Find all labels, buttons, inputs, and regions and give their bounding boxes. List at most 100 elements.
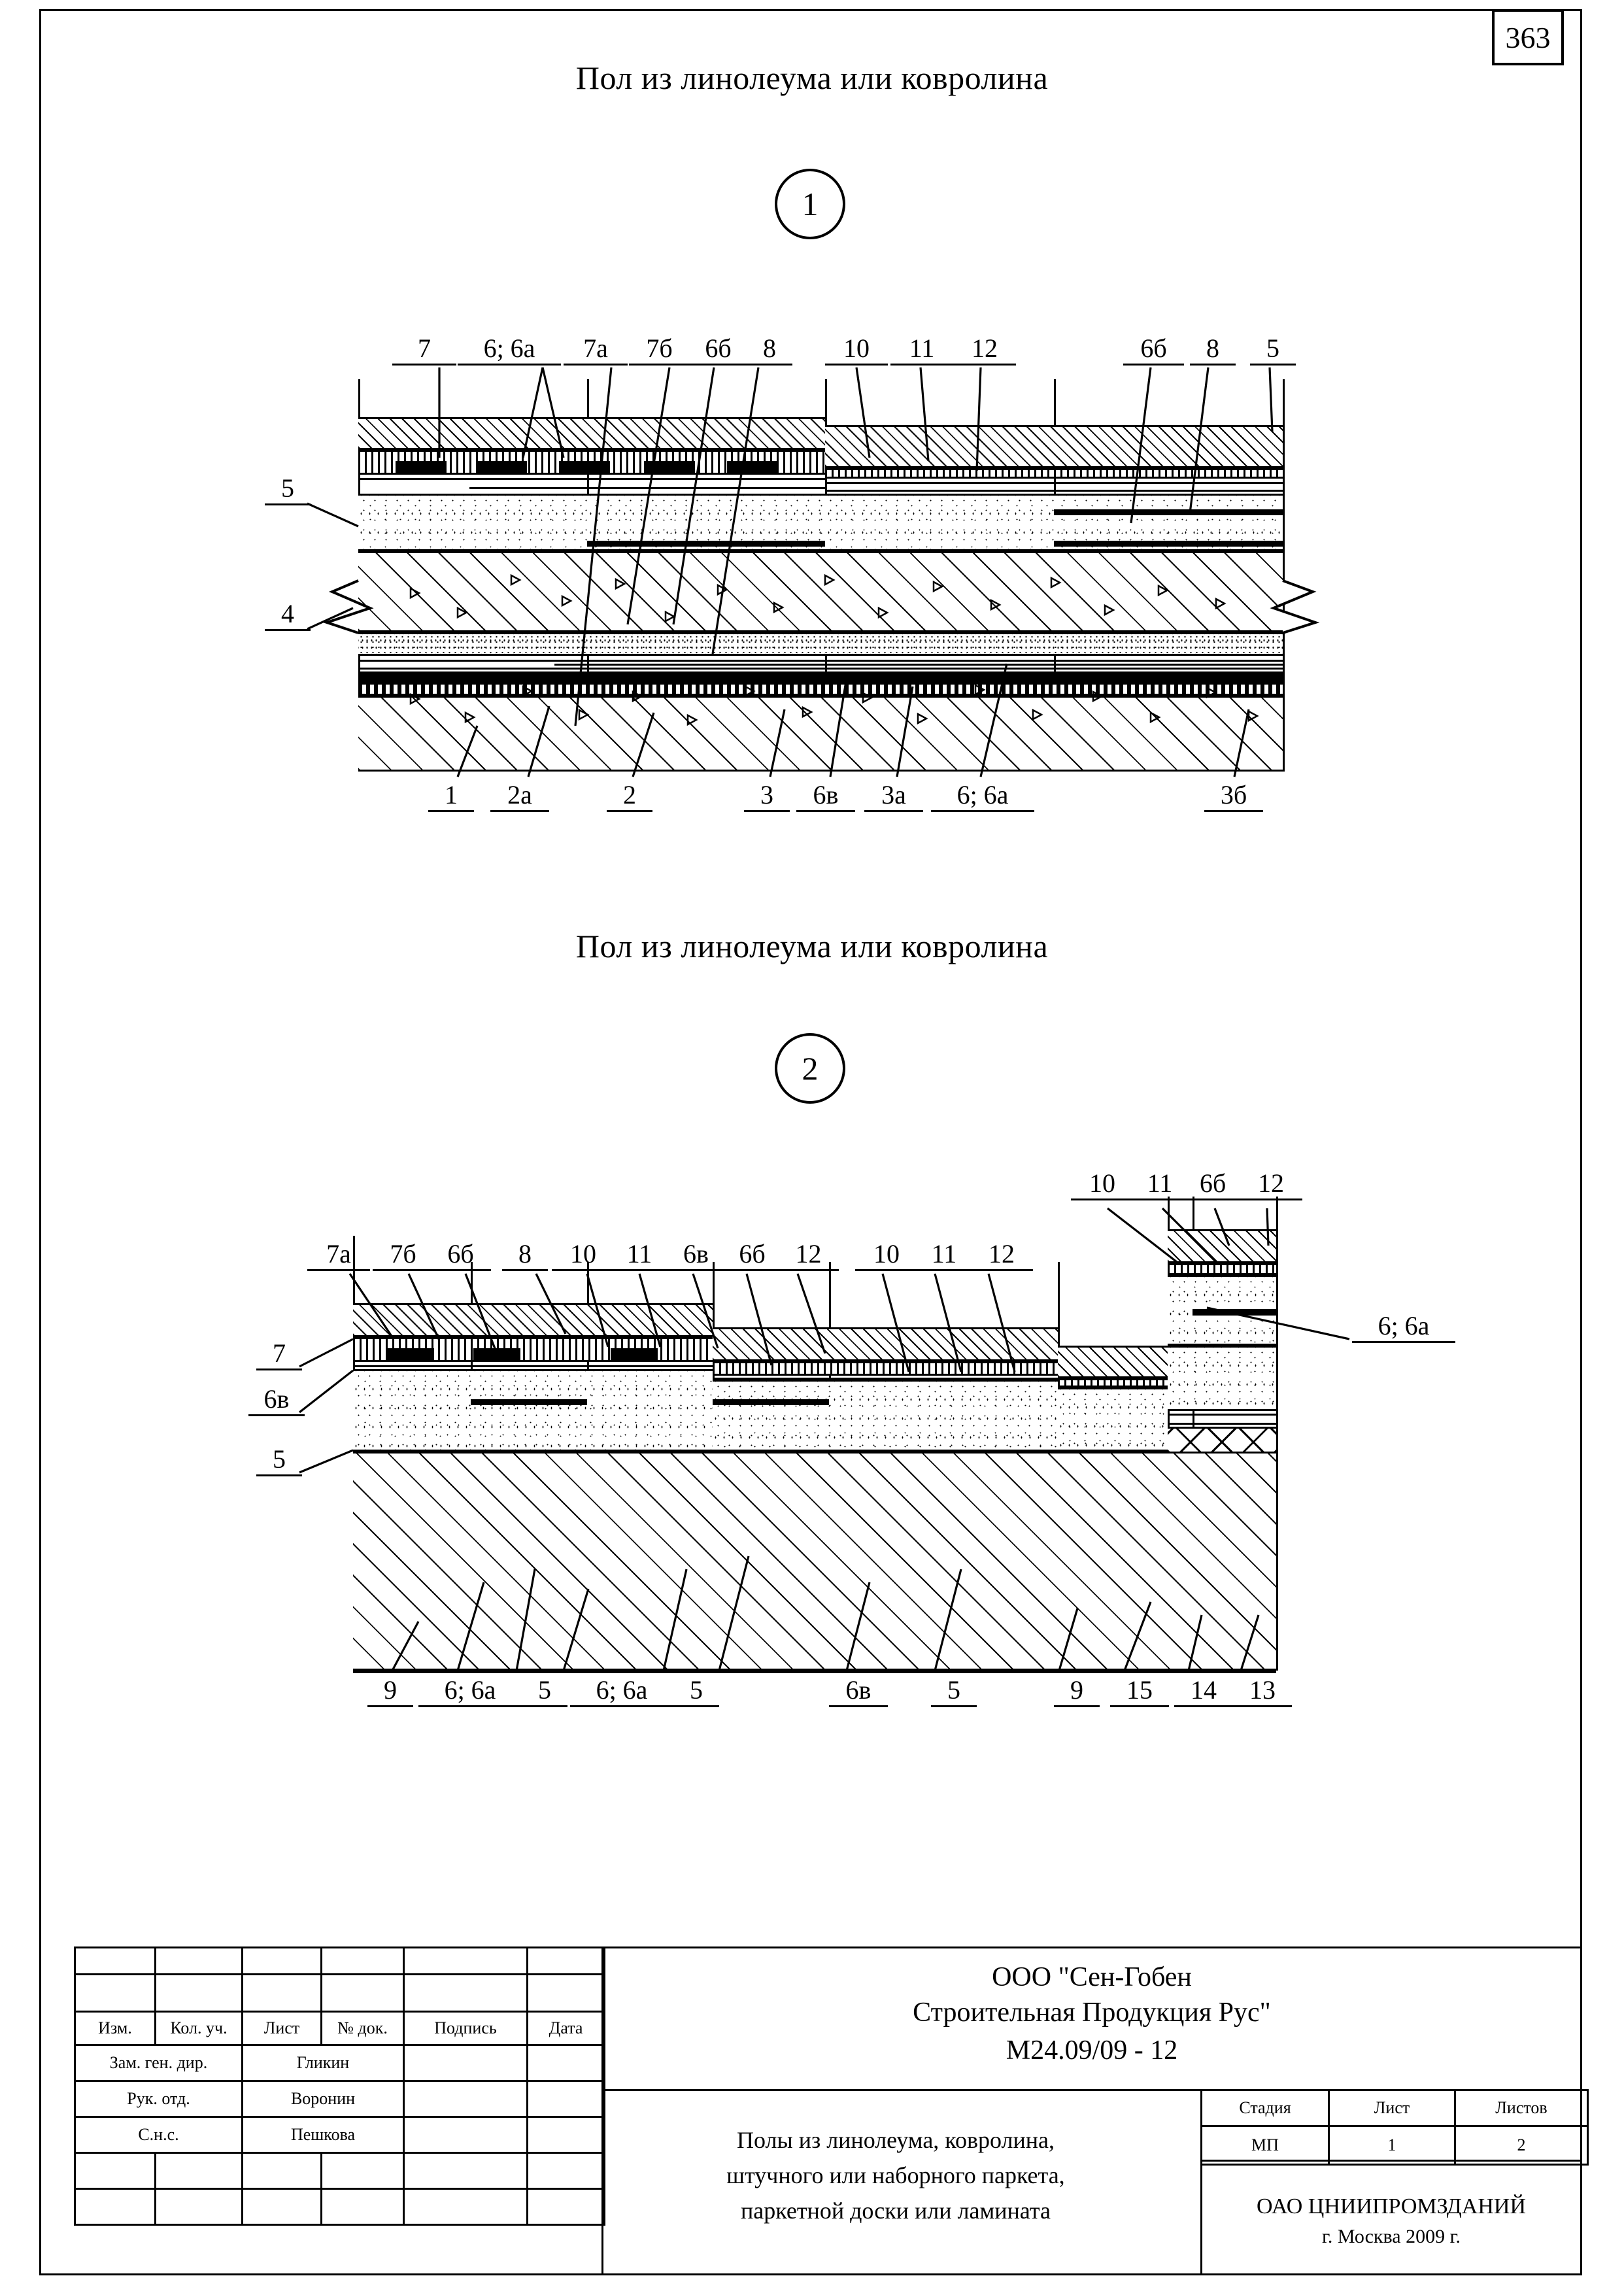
screed-reinforcement-strip — [713, 1399, 829, 1405]
screed-reinforcement-strip — [587, 541, 825, 547]
callout-label: 15 — [1110, 1677, 1169, 1707]
rev-cell[interactable] — [526, 2188, 605, 2226]
company-name-line1: ООО "Сен-Гобен — [992, 1962, 1192, 1992]
adhesive-blob — [387, 1348, 434, 1362]
sheet-title-line1: Полы из линолеума, ковролина, — [737, 2127, 1055, 2153]
layer-separator — [358, 694, 1283, 696]
figure1-marker: 1 — [775, 169, 845, 239]
rev-cell[interactable] — [74, 2188, 156, 2226]
layer-separator — [713, 1378, 1058, 1380]
col-header-list: Лист — [1328, 2089, 1456, 2127]
callout-label: 5 — [265, 475, 311, 505]
rev-cell[interactable] — [320, 1946, 405, 1975]
rev-cell[interactable] — [154, 1946, 243, 1975]
col-header-data: Дата — [526, 2011, 605, 2046]
organization-name: ОАО ЦНИИПРОМЗДАНИЙ — [1256, 2194, 1527, 2218]
callout-label: 2 — [607, 782, 652, 812]
rev-cell[interactable] — [74, 2152, 156, 2190]
rev-cell[interactable] — [526, 1946, 605, 1975]
layer-separator-short — [554, 664, 1283, 666]
rev-cell[interactable] — [320, 1973, 405, 2013]
callout-label: 6; 6а — [931, 782, 1034, 812]
sheet-title-line2: штучного или наборного паркета, — [726, 2162, 1065, 2188]
callout-label: 6в — [248, 1386, 305, 1416]
rev-cell[interactable] — [241, 2152, 322, 2190]
layer-separator — [1168, 1414, 1276, 1416]
rev-cell[interactable] — [403, 2152, 528, 2190]
callout-label: 5 — [1250, 335, 1296, 366]
table-header-row: Стадия Лист Листов — [1200, 2089, 1589, 2127]
screed-reinforcement-strip — [471, 1399, 587, 1405]
date-cell[interactable] — [526, 2116, 605, 2154]
rev-cell[interactable] — [403, 1973, 528, 2013]
date-cell[interactable] — [526, 2044, 605, 2082]
table-row — [74, 1946, 605, 1975]
section-divider — [1276, 1197, 1278, 1671]
screed-reinforcement-strip — [1054, 541, 1283, 547]
tb-divider — [1200, 2160, 1582, 2162]
callout-label: 6б — [688, 335, 749, 366]
role-label: С.н.с. — [74, 2116, 243, 2154]
table-row — [74, 1973, 605, 2013]
rev-cell[interactable] — [403, 2188, 528, 2226]
col-header-podpis: Подпись — [403, 2011, 528, 2046]
role-name: Пешкова — [241, 2116, 405, 2154]
callout-label: 9 — [1054, 1677, 1100, 1707]
callout-label: 7 — [256, 1340, 302, 1370]
layer-separator — [358, 478, 825, 480]
document-code: М24.09/09 - 12 — [1006, 2035, 1178, 2066]
callout-label: 6б — [1123, 335, 1184, 366]
callout-label: 12 — [1240, 1170, 1302, 1200]
layer-floor-covering-b — [713, 1327, 1058, 1361]
rev-cell[interactable] — [154, 2152, 243, 2190]
callout-label: 6б — [1183, 1170, 1242, 1200]
callout-label: 11 — [608, 1241, 671, 1271]
callout-label: 13 — [1233, 1677, 1292, 1707]
rev-cell[interactable] — [74, 1946, 156, 1975]
table-row — [74, 2188, 605, 2226]
layer-waterproofing — [358, 672, 1283, 685]
signature-cell[interactable] — [403, 2116, 528, 2154]
rev-cell[interactable] — [241, 1946, 322, 1975]
callout-label: 7 — [392, 335, 456, 366]
role-label: Рук. отд. — [74, 2080, 243, 2118]
layer-concrete-slab-upper — [358, 551, 1283, 632]
adhesive-blob — [476, 461, 527, 475]
rev-cell[interactable] — [241, 1973, 322, 2013]
rev-cell[interactable] — [526, 1973, 605, 2013]
rev-cell[interactable] — [154, 2188, 243, 2226]
callout-label: 3б — [1204, 782, 1263, 812]
callout-label: 6б — [430, 1241, 491, 1271]
col-header-izm: Изм. — [74, 2011, 156, 2046]
page-number-box: 363 — [1492, 9, 1564, 65]
drawing-sheet-frame — [39, 9, 1582, 2275]
callout-label: 7б — [629, 335, 690, 366]
layer-separator — [358, 660, 1283, 662]
date-cell[interactable] — [526, 2080, 605, 2118]
rev-cell[interactable] — [74, 1973, 156, 2013]
callout-label: 11 — [913, 1241, 975, 1271]
rev-cell[interactable] — [403, 1946, 528, 1975]
signature-cell[interactable] — [403, 2080, 528, 2118]
signature-cell[interactable] — [403, 2044, 528, 2082]
rev-cell[interactable] — [241, 2188, 322, 2226]
rev-cell[interactable] — [526, 2152, 605, 2190]
tb-divider — [601, 1946, 1582, 1948]
layer-screed-c — [1058, 1387, 1168, 1452]
rev-cell[interactable] — [154, 1973, 243, 2013]
layer-separator — [825, 482, 1283, 484]
callout-label: 8 — [502, 1241, 548, 1271]
callout-label: 5 — [931, 1677, 977, 1707]
adhesive-blob — [396, 461, 447, 475]
callout-label: 6; 6а — [1352, 1313, 1455, 1343]
role-name: Гликин — [241, 2044, 405, 2082]
slab-base-line — [353, 1669, 1276, 1673]
rev-cell[interactable] — [320, 2188, 405, 2226]
table-row — [74, 2152, 605, 2190]
callout-label: 6в — [829, 1677, 888, 1707]
rev-cell[interactable] — [320, 2152, 405, 2190]
callout-label: 12 — [953, 335, 1016, 366]
col-header-nomdok: № док. — [320, 2011, 405, 2046]
callout-label: 2а — [490, 782, 549, 812]
layer-screed-raised-lower — [1168, 1346, 1276, 1411]
